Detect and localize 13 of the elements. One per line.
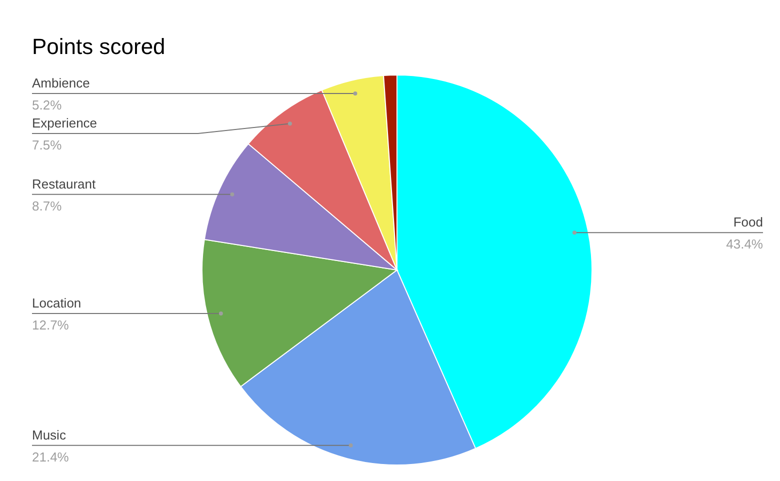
data-label: 43.4% [726, 236, 764, 252]
data-label: 5.2% [32, 98, 62, 113]
data-label: 12.7% [32, 317, 70, 332]
slice-label: Experience [32, 116, 98, 131]
data-label: 7.5% [32, 138, 62, 153]
data-label: 8.7% [32, 198, 62, 214]
chart-title: Points scored [32, 34, 166, 59]
slice-label: Location [32, 295, 82, 310]
slice-label: Ambience [32, 76, 90, 91]
data-label: 21.4% [32, 449, 70, 464]
slice-label: Food [733, 214, 763, 230]
slice-label: Restaurant [32, 176, 96, 192]
slice-label: Music [32, 427, 66, 442]
